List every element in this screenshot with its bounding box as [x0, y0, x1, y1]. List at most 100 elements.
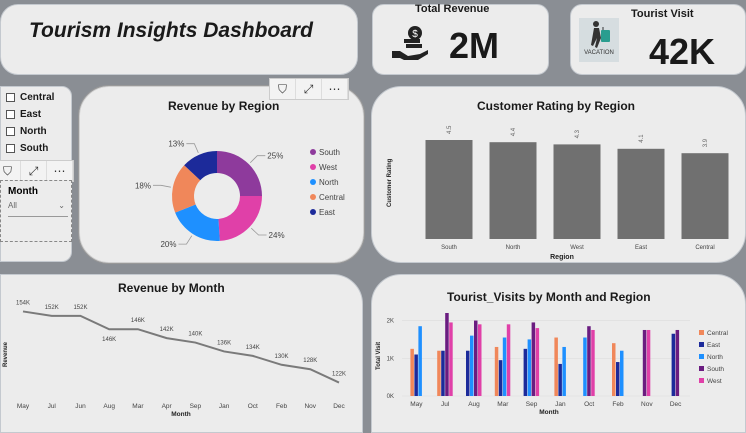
x-tick-label: Mar: [132, 403, 144, 410]
region-option-central[interactable]: Central: [6, 92, 54, 103]
visits-bar-east: [671, 333, 676, 396]
x-tick-label: East: [635, 245, 647, 251]
slicer-toolbar: ⛉ ⤢ ⋯: [0, 160, 74, 182]
region-option-south[interactable]: South: [6, 143, 48, 154]
rating-data-label: 4.3: [575, 129, 581, 138]
checkbox[interactable]: [6, 144, 15, 153]
visits-bar-west: [449, 322, 453, 396]
y-tick-label: 0K: [387, 394, 394, 400]
visits-bar-west: [646, 329, 651, 396]
filter-icon[interactable]: ⛉: [0, 161, 21, 181]
line-data-label: 154K: [16, 300, 30, 306]
legend-label: West: [319, 163, 338, 172]
x-tick-label: North: [506, 245, 521, 251]
x-tick-label: Jun: [75, 403, 86, 410]
x-tick-label: Feb: [612, 401, 624, 408]
line-data-label: 130K: [275, 354, 289, 360]
rating-bar: [553, 144, 601, 239]
visits-by-month-region-chart: Tourist_Visits by Month and Region 0K 1K 2…: [371, 274, 746, 433]
visits-bar-north: [502, 337, 507, 396]
legend-marker: [699, 354, 704, 359]
checkbox[interactable]: [6, 93, 15, 102]
vacation-caption: VACATION: [584, 50, 614, 56]
donut-slice-south: [217, 151, 262, 196]
x-tick-label: Feb: [276, 403, 288, 410]
legend-marker: [699, 330, 704, 335]
revenue-by-month-chart: Revenue by Month 154K May 152K Jul 152K Jun 14…: [0, 274, 363, 433]
chevron-down-icon: ⌄: [58, 201, 65, 210]
visits-bar-north: [562, 346, 566, 396]
line-data-label: 136K: [217, 340, 231, 346]
donut-leader-line: [178, 235, 193, 245]
donut-data-label: 18%: [135, 181, 151, 190]
more-options-icon[interactable]: ⋯: [47, 161, 73, 181]
focus-mode-icon[interactable]: ⤢: [296, 79, 322, 99]
legend-marker: [310, 149, 316, 155]
visits-bar-south: [587, 326, 591, 396]
page-title: Tourism Insights Dashboard: [29, 19, 313, 42]
visits-bar-east: [616, 362, 620, 396]
visits-bar-north: [583, 337, 587, 396]
x-tick-label: Nov: [641, 401, 653, 408]
checkbox[interactable]: [6, 110, 15, 119]
rating-chart-svg: Customer Rating 4.5 South 4.4 North 4.3 West 4.…: [387, 125, 729, 261]
visits-bar-central: [612, 343, 616, 396]
filter-icon[interactable]: ⛉: [270, 79, 296, 99]
month-dropdown[interactable]: All ⌄: [8, 201, 68, 217]
donut-data-label: 13%: [168, 140, 184, 149]
donut-leader-line: [153, 184, 171, 188]
x-tick-label: Aug: [468, 401, 480, 408]
rating-data-label: 4.5: [447, 125, 453, 134]
line-data-label: 142K: [160, 327, 174, 333]
x-tick-label: Mar: [497, 401, 509, 408]
y-tick-label: 2K: [387, 319, 394, 325]
region-option-label: Central: [20, 92, 55, 103]
x-tick-label: Dec: [670, 401, 682, 408]
x-tick-label: Central: [695, 245, 714, 251]
x-tick-label: Sep: [526, 401, 538, 408]
visits-bar-east: [498, 360, 503, 396]
donut-leader-line: [249, 155, 266, 164]
region-option-east[interactable]: East: [6, 109, 41, 120]
donut-leader-line: [186, 143, 199, 154]
legend-label: West: [707, 378, 722, 385]
more-options-icon[interactable]: ⋯: [322, 79, 348, 99]
donut-leader-line: [250, 227, 267, 236]
line-data-label: 122K: [332, 372, 346, 378]
visits-bar-east: [466, 350, 470, 396]
visits-bar-west: [535, 328, 540, 396]
legend-label: East: [319, 208, 336, 217]
visits-bar-east: [558, 363, 562, 396]
x-tick-label: Aug: [103, 403, 115, 410]
line-data-label: 152K: [45, 305, 59, 311]
focus-mode-icon[interactable]: ⤢: [21, 161, 47, 181]
month-dropdown-value: All: [8, 201, 17, 210]
donut-data-label: 24%: [269, 231, 285, 240]
region-option-north[interactable]: North: [6, 126, 47, 137]
kpi-visits-label: Tourist Visit: [631, 8, 694, 20]
legend-marker: [310, 164, 316, 170]
visits-bar-central: [494, 346, 499, 396]
line-data-label: 134K: [246, 345, 260, 351]
legend-marker: [699, 378, 704, 383]
legend-label: Central: [707, 330, 729, 337]
checkbox[interactable]: [6, 127, 15, 136]
line-data-label: 146K: [102, 337, 116, 343]
visits-bar-east: [441, 350, 445, 396]
region-option-label: North: [20, 126, 47, 137]
x-axis-label: Month: [171, 411, 191, 418]
x-tick-label: May: [17, 403, 30, 410]
rating-bar: [425, 140, 473, 239]
legend-marker: [699, 366, 704, 371]
chart-title: Revenue by Region: [168, 99, 280, 113]
visits-bar-north: [527, 339, 532, 396]
x-tick-label: Apr: [162, 403, 173, 410]
month-slicer[interactable]: Month All ⌄: [0, 180, 72, 242]
line-data-label: 152K: [73, 305, 87, 311]
chart-title: Customer Rating by Region: [477, 99, 636, 113]
legend-label: Central: [319, 193, 345, 202]
kpi-total-revenue: Total Revenue $ 2M: [372, 3, 549, 75]
donut-slice-central: [172, 165, 201, 213]
line-data-label: 146K: [131, 318, 145, 324]
x-tick-label: Oct: [584, 401, 594, 408]
